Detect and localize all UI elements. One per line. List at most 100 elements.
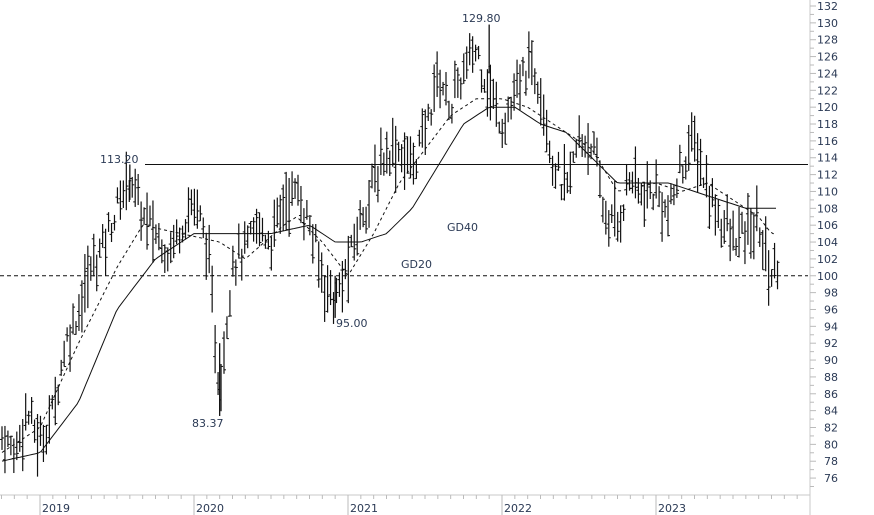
- ohlc-bar: [441, 81, 446, 96]
- ohlc-bar: [263, 234, 268, 249]
- y-tick-label: 86: [824, 388, 838, 401]
- ohlc-bar: [257, 212, 262, 247]
- ohlc-bar: [571, 151, 576, 163]
- ohlc-bar: [550, 155, 555, 186]
- ohlc-bar: [349, 234, 354, 248]
- ohlc-bar: [523, 70, 528, 96]
- ohlc-bar: [663, 199, 668, 218]
- ohlc-bar: [731, 210, 736, 251]
- ohlc-bar: [707, 185, 712, 230]
- x-axis: 2019 2020 2021 2022 2023: [0, 494, 810, 515]
- ohlc-bar: [671, 184, 676, 206]
- y-tick-label: 112: [817, 169, 838, 182]
- ohlc-bar: [769, 269, 774, 287]
- ohlc-bar: [53, 376, 58, 426]
- ohlc-bar: [313, 224, 318, 243]
- y-tick-label: 118: [817, 118, 838, 131]
- ohlc-bar: [757, 227, 762, 247]
- ohlc-bar: [429, 109, 434, 126]
- ohlc-bar: [701, 177, 706, 189]
- ohlc-bar: [236, 223, 241, 259]
- ohlc-bar: [518, 64, 522, 110]
- ohlc-bar: [290, 171, 295, 206]
- y-tick-label: 126: [817, 51, 838, 64]
- ohlc-bar: [556, 151, 561, 171]
- ohlc-bar: [728, 218, 733, 262]
- ohlc-bar: [142, 207, 147, 225]
- ohlc-bar: [159, 239, 164, 264]
- price-annotation: 113.20: [100, 153, 139, 166]
- ohlc-bar: [464, 46, 469, 79]
- ohlc-bar: [168, 232, 173, 264]
- ohlc-bar: [417, 129, 422, 147]
- ohlc-bar: [683, 156, 688, 180]
- ohlc-bar: [56, 384, 61, 406]
- ohlc-bar: [689, 112, 694, 152]
- ohlc-bar: [405, 136, 410, 174]
- y-tick-label: 106: [817, 219, 838, 232]
- ohlc-bar: [470, 36, 475, 73]
- ohlc-bar: [2, 425, 7, 474]
- ohlc-bar: [248, 220, 253, 235]
- ohlc-bar: [654, 159, 659, 199]
- ohlc-bar: [316, 241, 321, 288]
- ohlc-bar: [275, 197, 280, 228]
- ohlc-bar: [506, 96, 511, 123]
- ohlc-bar: [186, 187, 191, 233]
- ohlc-bar: [148, 205, 152, 227]
- ohlc-bar: [76, 294, 81, 331]
- ohlc-bar: [586, 123, 591, 175]
- y-tick-label: 88: [824, 371, 838, 384]
- ohlc-bar: [695, 133, 700, 193]
- y-tick-label: 130: [817, 17, 838, 30]
- gd20-line: [1, 98, 776, 453]
- ohlc-bar: [35, 414, 40, 477]
- ohlc-bar: [387, 150, 392, 177]
- ohlc-bar: [740, 211, 744, 234]
- ohlc-bar: [82, 254, 87, 313]
- ohlc-bar: [547, 140, 552, 164]
- ohlc-bar: [491, 78, 496, 109]
- ohlc-bar: [106, 212, 111, 232]
- ohlc-bar: [568, 151, 573, 194]
- ohlc-bar: [242, 221, 247, 254]
- ohlc-bar: [612, 180, 617, 237]
- ohlc-bar: [713, 194, 718, 236]
- ohlc-bar: [71, 303, 76, 335]
- y-tick-label: 100: [817, 270, 838, 283]
- ohlc-bar: [38, 415, 43, 446]
- ohlc-bar: [307, 215, 312, 236]
- ohlc-bar: [355, 216, 360, 256]
- ohlc-bar: [716, 199, 721, 228]
- ohlc-bar: [192, 188, 197, 226]
- ohlc-bar: [686, 124, 691, 171]
- ohlc-bar: [461, 53, 466, 84]
- ohlc-bar: [293, 178, 298, 199]
- ohlc-bar: [296, 174, 300, 206]
- ohlc-bar: [245, 225, 250, 249]
- ohlc-bar: [520, 56, 525, 77]
- ohlc-bar: [497, 121, 502, 134]
- y-tick-label: 132: [817, 0, 838, 13]
- ohlc-bar: [195, 189, 200, 229]
- price-annotation: 95.00: [336, 317, 368, 330]
- ohlc-bar: [449, 103, 454, 124]
- ohlc-bar: [526, 31, 531, 79]
- y-tick-label: 124: [817, 67, 838, 80]
- ohlc-bar: [426, 103, 431, 122]
- ohlc-bar: [162, 244, 167, 273]
- y-tick-label: 104: [817, 236, 838, 249]
- y-tick-label: 90: [824, 354, 838, 367]
- ohlc-bar: [476, 45, 481, 60]
- ohlc-bar: [541, 94, 546, 136]
- annotations: 113.20 129.80 83.37 95.00 GD40 GD20: [100, 12, 501, 430]
- ohlc-bar: [251, 217, 256, 242]
- ohlc-bar: [319, 252, 324, 293]
- y-tick-label: 94: [824, 320, 838, 333]
- ohlc-bar: [698, 138, 703, 187]
- ohlc-bar: [227, 290, 232, 317]
- ohlc-bar: [651, 193, 656, 211]
- ohlc-bar: [482, 79, 487, 93]
- ohlc-bar: [666, 195, 670, 237]
